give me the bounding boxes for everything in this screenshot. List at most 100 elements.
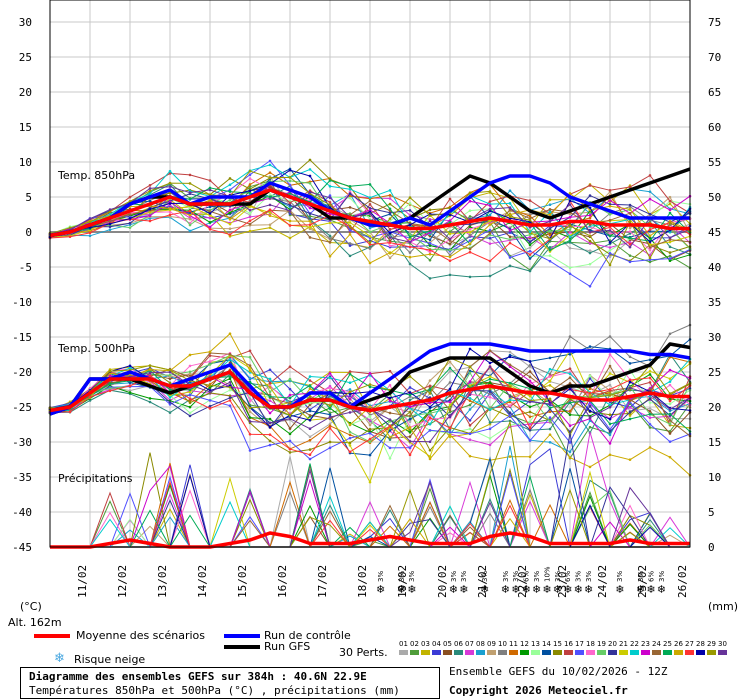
t850-member-point xyxy=(168,185,172,188)
t500-member-point xyxy=(568,335,572,338)
t850-member-point xyxy=(428,244,432,247)
t850-member-point xyxy=(568,212,572,216)
t850-member-point xyxy=(248,185,252,188)
t850-member-point xyxy=(328,194,332,197)
t850-member-point xyxy=(608,241,612,244)
snowflake-icon: ❄ xyxy=(522,583,531,596)
t850-member-point xyxy=(368,202,372,206)
t500-member-point xyxy=(348,401,352,405)
t500-member-point xyxy=(168,388,172,392)
t850-member-point xyxy=(188,209,192,213)
t850-member-point xyxy=(468,222,472,226)
t850-member-point xyxy=(508,241,512,245)
right-tick-label: 50 xyxy=(708,191,721,204)
t500-member-point xyxy=(508,365,512,369)
t500-member-point xyxy=(508,363,512,367)
t850-member-point xyxy=(568,241,572,244)
t850-member-point xyxy=(228,198,232,202)
t850-member-point xyxy=(428,277,432,280)
t850-member-point xyxy=(168,207,172,210)
t500-member-point xyxy=(388,369,392,373)
t500-member-point xyxy=(488,389,492,393)
right-tick-label: 35 xyxy=(708,296,721,309)
t850-member-point xyxy=(308,181,312,185)
t500-member-point xyxy=(608,388,612,391)
t500-member-point xyxy=(388,429,392,432)
t500-member-point xyxy=(428,440,432,444)
t500-member-point xyxy=(368,480,372,484)
t500-member-point xyxy=(648,422,652,426)
t500-member-point xyxy=(508,411,512,415)
t850-member-point xyxy=(468,250,472,254)
t500-member-point xyxy=(648,446,652,449)
t850-member-point xyxy=(428,208,432,212)
t850-member-point xyxy=(568,224,572,228)
t500-member-point xyxy=(348,394,352,398)
t500-member-point xyxy=(388,457,392,460)
info-box: Diagramme des ensembles GEFS sur 384h : … xyxy=(20,667,440,699)
t850-member-point xyxy=(388,239,392,243)
snow-pct: 3% xyxy=(554,571,562,582)
t500-member-point xyxy=(308,375,312,378)
t850-member-point xyxy=(348,187,352,191)
t850-member-point xyxy=(428,252,432,256)
t850-member-point xyxy=(248,191,252,195)
t500-member-point xyxy=(248,410,252,414)
legend-perts-label: 30 Perts. xyxy=(339,646,388,659)
t500-member-point xyxy=(328,404,332,407)
t850-member-point xyxy=(148,219,152,223)
t850-member-point xyxy=(148,210,152,214)
t850-member-point xyxy=(548,213,552,217)
t850-member-point xyxy=(388,202,392,206)
snow-pct: 3% xyxy=(460,571,468,582)
t850-member-point xyxy=(588,242,592,245)
t500-member-point xyxy=(668,392,672,395)
t850-member-point xyxy=(368,247,372,250)
t500-member-point xyxy=(228,381,232,384)
t500-member-point xyxy=(268,390,272,393)
t850-member-point xyxy=(248,229,252,233)
t500-member-point xyxy=(188,393,192,396)
t850-member-point xyxy=(588,223,592,226)
snowflake-icon: ❄ xyxy=(407,583,416,596)
t850-member-point xyxy=(508,264,512,268)
t500-member-point xyxy=(328,422,332,426)
t850-member-point xyxy=(388,228,392,231)
snowflake-icon: ❄ xyxy=(584,583,593,596)
t850-member-point xyxy=(448,259,452,263)
t850-member-point xyxy=(588,216,592,220)
snowflake-icon: ❄ xyxy=(501,583,510,596)
t850-member-point xyxy=(528,235,532,239)
t850-member-point xyxy=(488,219,492,223)
t500-member-point xyxy=(668,430,672,433)
t850-member-point xyxy=(248,169,252,173)
pert-number: 25 xyxy=(663,640,672,648)
t500-member-point xyxy=(288,377,292,381)
snowflake-icon: ❄ xyxy=(542,583,551,596)
t850-member-point xyxy=(588,249,592,252)
pert-swatch xyxy=(575,650,584,655)
snow-pct: 6% xyxy=(523,571,531,582)
pert-swatch xyxy=(718,650,727,655)
t500-member-point xyxy=(188,353,192,357)
t850-member-point xyxy=(548,254,552,257)
t500-member-point xyxy=(608,422,612,426)
t850-member-point xyxy=(448,230,452,233)
t850-member-point xyxy=(568,239,572,242)
t500-member-point xyxy=(608,413,612,417)
t500-member-point xyxy=(668,412,672,416)
right-tick-label: 10 xyxy=(708,471,721,484)
t500-member-point xyxy=(248,399,252,403)
left-tick-label: -45 xyxy=(12,541,32,554)
t850-member-point xyxy=(288,219,292,223)
t500-member-point xyxy=(588,393,592,397)
snowflake-icon: ❄ xyxy=(615,583,624,596)
t850-member-point xyxy=(668,259,672,263)
t850-member-point xyxy=(388,231,392,235)
legend-control-swatch xyxy=(224,634,260,638)
right-tick-label: 30 xyxy=(708,331,721,344)
t850-member-point xyxy=(468,234,472,237)
t850-member-point xyxy=(628,226,632,230)
t500-member-point xyxy=(228,394,232,397)
t500-member-point xyxy=(668,368,672,372)
